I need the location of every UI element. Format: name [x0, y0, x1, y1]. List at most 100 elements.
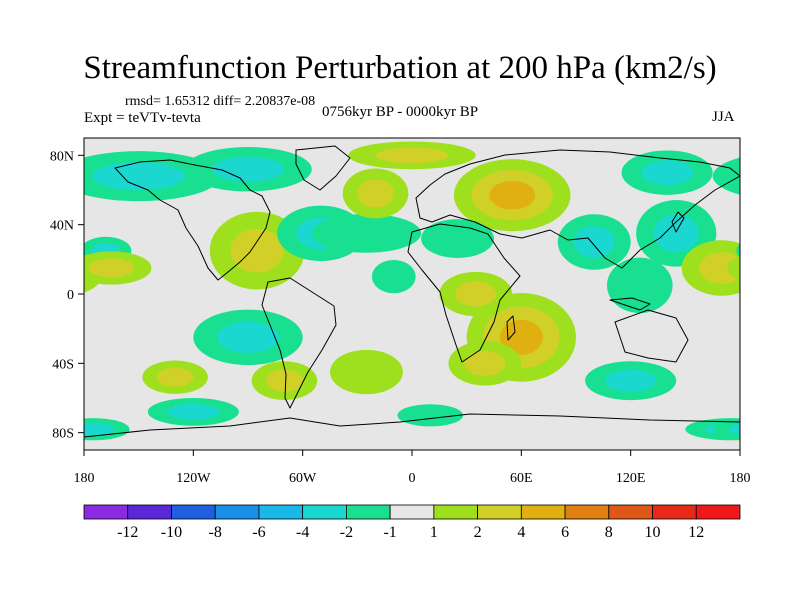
- coast-japan: [671, 211, 685, 233]
- anomaly-14-wrap-1: [747, 243, 776, 259]
- colorbar-box-5: [302, 504, 347, 520]
- colorbar-label-3: -6: [252, 524, 265, 541]
- x-tick-label-2: 60W: [289, 471, 317, 486]
- anomaly-27-level-1: [455, 281, 497, 307]
- period-label: 0756kyr BP - 0000kyr BP: [322, 104, 479, 120]
- anomaly-5-level-1: [357, 179, 395, 208]
- anomaly-16: [193, 309, 303, 366]
- plot-area: [83, 137, 800, 451]
- anomaly-5: [342, 168, 409, 219]
- anomaly-17: [142, 360, 208, 394]
- colorbar-box-8: [433, 504, 479, 520]
- anomaly-17-level-1: [156, 367, 194, 387]
- y-tick-label-2: 0: [67, 288, 74, 303]
- colorbar-box-13: [652, 504, 697, 520]
- colorbar-box-0: [83, 504, 129, 520]
- y-tick-label-4: 80S: [52, 427, 74, 442]
- anomaly-21: [448, 341, 522, 386]
- anomaly-14-wrap-0: [736, 243, 740, 258]
- anomaly-0-wrap-1: [748, 162, 800, 190]
- anomaly-9: [557, 214, 631, 270]
- colorbar-label-7: 1: [430, 524, 438, 541]
- colorbar-label-9: 4: [517, 524, 525, 541]
- coast-eurasia: [415, 149, 740, 269]
- anomaly-23: [147, 398, 239, 426]
- colorbar-label-5: -2: [340, 524, 353, 541]
- anomaly-18-level-1: [265, 369, 303, 392]
- colorbar: -12 -10 -8 -6 -4 -2 -1 1 2 4 6 8 10 12: [83, 504, 741, 541]
- colorbar-label-4: -4: [296, 524, 309, 541]
- anomaly-26-wrap-0: [712, 418, 740, 440]
- x-tick-label-0: 180: [74, 471, 95, 486]
- anomaly-12-level-1: [699, 252, 740, 284]
- colorbar-box-6: [345, 504, 391, 520]
- x-tick-label-4: 60E: [510, 471, 533, 486]
- y-tick-label-3: 40S: [52, 357, 74, 372]
- colorbar-label-6: -1: [383, 524, 396, 541]
- anomaly-0-wrap-0: [712, 157, 740, 195]
- anomaly-12-wrap-1: [84, 258, 89, 278]
- anomaly-4: [311, 213, 422, 253]
- anomaly-22: [585, 361, 677, 401]
- coast-greenland: [295, 145, 351, 191]
- coast-antarctica: [84, 413, 740, 438]
- stats-text: rmsd= 1.65312 diff= 2.20837e-08: [125, 94, 316, 109]
- experiment-label: Expt = teVTv-tevta: [84, 110, 201, 126]
- coast-north-america: [114, 159, 271, 281]
- anomaly-8: [421, 219, 494, 258]
- colorbar-box-4: [258, 504, 304, 520]
- anomaly-26: [84, 418, 740, 441]
- colorbar-box-11: [564, 504, 610, 520]
- anomaly-13: [606, 257, 673, 314]
- anomaly-28: [371, 260, 416, 294]
- anomaly-1-level-1: [211, 156, 285, 182]
- anomaly-11: [621, 150, 713, 195]
- anomaly-24: [397, 404, 464, 427]
- anomaly-15: [84, 251, 740, 285]
- colorbar-label-13: 12: [688, 524, 704, 541]
- anomaly-1: [184, 147, 312, 192]
- colorbar-label-12: 10: [645, 524, 661, 541]
- anomaly-23-level-1: [167, 404, 220, 420]
- y-axis: 80N 40N 0 40S 80S: [50, 149, 84, 442]
- colorbar-box-9: [477, 504, 522, 520]
- coast-africa: [407, 223, 521, 363]
- anomaly-24-level-0: [397, 404, 464, 427]
- anomaly-22-level-1: [604, 369, 657, 392]
- colorbar-label-11: 8: [605, 524, 613, 541]
- anomaly-4-level-0: [311, 213, 422, 253]
- season-label: JJA: [712, 109, 735, 125]
- y-tick-label-0: 80N: [50, 149, 74, 164]
- colorbar-label-0: -12: [117, 524, 138, 541]
- x-tick-label-5: 120E: [616, 471, 646, 486]
- anomaly-8-level-0: [421, 219, 494, 258]
- colorbar-box-1: [127, 504, 172, 520]
- coastlines: [84, 145, 740, 438]
- anomaly-19-level-0: [330, 349, 403, 395]
- colorbar-label-10: 6: [561, 524, 569, 541]
- anomaly-27: [439, 271, 513, 317]
- anomaly-15-wrap-0: [727, 255, 740, 281]
- anomaly-15-level-1: [88, 258, 134, 278]
- anomaly-26-level-1: [84, 422, 114, 436]
- colorbar-box-3: [214, 504, 260, 520]
- colorbar-box-14: [695, 504, 741, 520]
- colorbar-label-1: -10: [161, 524, 182, 541]
- colorbar-label-2: -8: [209, 524, 222, 541]
- colorbar-box-12: [608, 504, 653, 520]
- anomaly-11-level-1: [641, 160, 693, 186]
- coast-australia: [614, 309, 689, 363]
- colorbar-box-2: [171, 504, 216, 520]
- colorbar-box-10: [520, 504, 566, 520]
- anomaly-9-level-1: [573, 226, 615, 258]
- anomaly-19: [330, 349, 403, 395]
- anomaly-10-level-1: [653, 214, 699, 253]
- chart-title: Streamfunction Perturbation at 200 hPa (…: [83, 50, 717, 86]
- anomaly-7-level-1: [375, 147, 449, 164]
- y-tick-label-1: 40N: [50, 219, 74, 234]
- anomaly-6: [453, 159, 571, 232]
- colorbar-box-7: [389, 504, 435, 520]
- anomaly-28-level-0: [371, 260, 416, 294]
- colorbar-label-8: 2: [474, 524, 482, 541]
